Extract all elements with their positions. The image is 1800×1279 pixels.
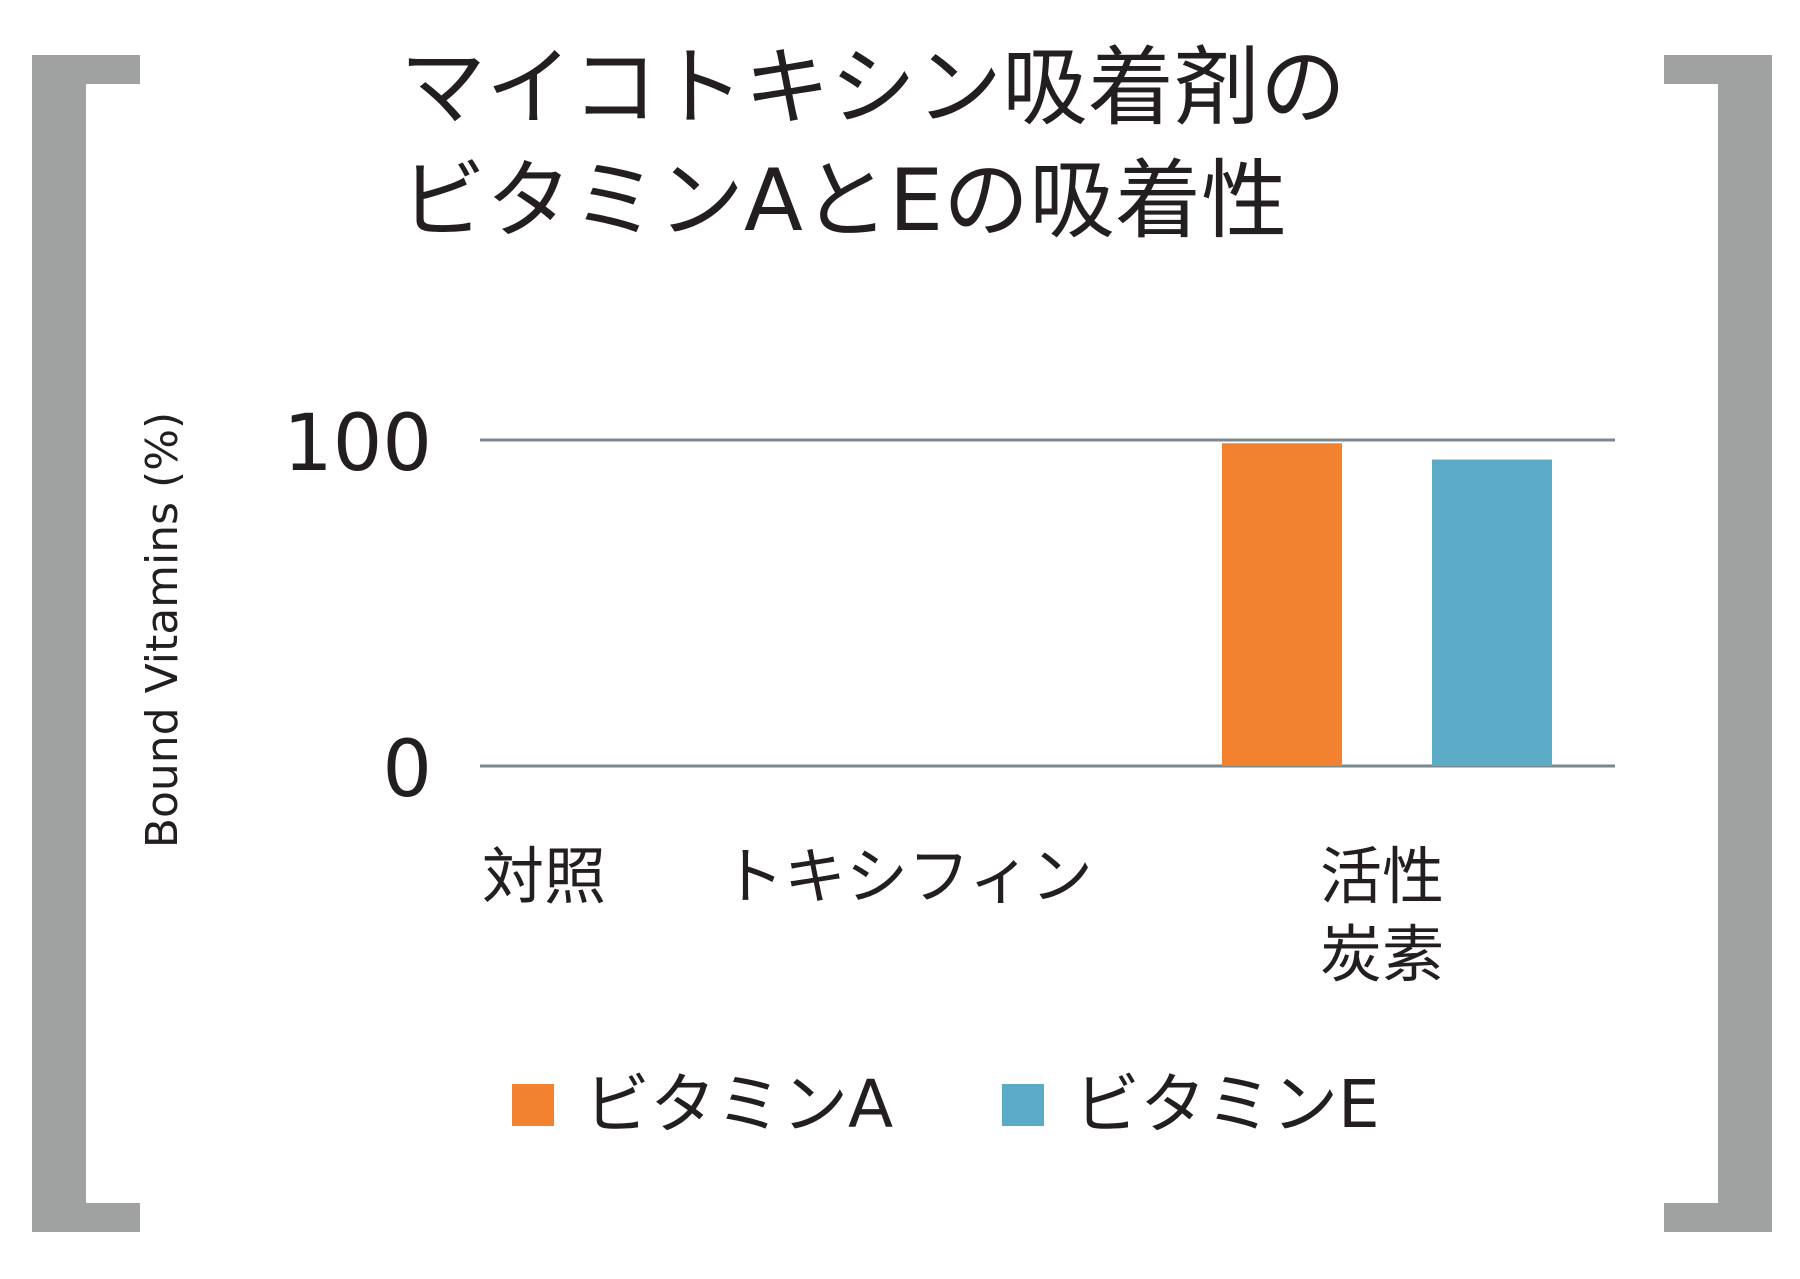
right-bracket	[1664, 55, 1772, 1232]
legend-label-vitamin-e: ビタミンE	[1074, 1066, 1380, 1143]
bar-vitamin-a-cat-2	[1222, 443, 1342, 766]
bars-group	[1222, 443, 1552, 766]
legend-swatch-vitamin-e	[1002, 1084, 1044, 1126]
y-tick-label-100: 100	[283, 399, 432, 489]
bar-vitamin-e-cat-2	[1432, 459, 1552, 766]
x-tick-label-activated-carbon: 活性 炭素	[1320, 838, 1444, 993]
y-axis-label: Bound Vitamins (%)	[137, 412, 188, 848]
left-bracket	[32, 55, 140, 1232]
x-tick-label-control: 対照	[482, 840, 607, 913]
x-tick-label-activated-carbon-line-2: 炭素	[1320, 917, 1445, 991]
legend-label-vitamin-a: ビタミンA	[584, 1066, 894, 1143]
y-tick-label-0: 0	[382, 725, 432, 815]
chart-title-line-1: マイコトキシン吸着剤の	[400, 38, 1346, 138]
chart-title-line-2: ビタミンAとEの吸着性	[400, 151, 1288, 251]
legend-swatch-vitamin-a	[512, 1084, 554, 1126]
x-tick-label-activated-carbon-line-1: 活性	[1320, 840, 1445, 913]
x-tick-label-toxifin: トキシフィン	[722, 840, 1093, 913]
legend-item-vitamin-a: ビタミンA	[512, 1070, 893, 1140]
legend-item-vitamin-e: ビタミンE	[1002, 1070, 1380, 1140]
